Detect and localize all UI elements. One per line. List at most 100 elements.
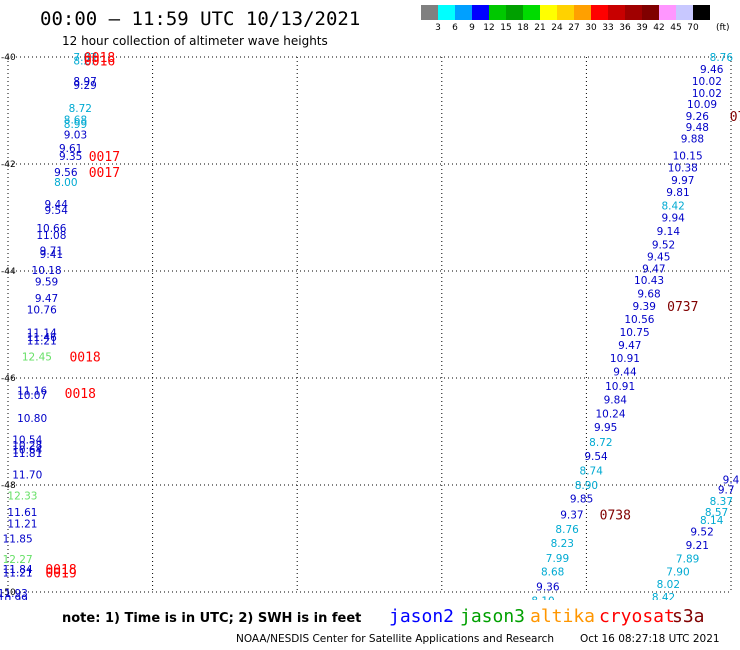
generated-timestamp: Oct 16 08:27:18 UTC 2021 [580,633,720,645]
wave-height-value: 10.15 [673,150,703,162]
wave-height-value: 11.81 [12,448,42,460]
time-label: 0736 [730,110,740,125]
lat-tick-label: -44 [1,267,16,277]
wave-height-value: 8.02 [657,579,680,591]
wave-height-value: 9.68 [637,288,660,300]
wave-height-value: 10.76 [27,305,57,317]
wave-height-value: 11.14 [27,328,57,340]
wave-height-value: 9.61 [59,143,82,155]
legend-jason3: jason3 [460,606,526,627]
wave-height-value: 9.85 [570,493,593,505]
legend-cryosat: cryosat [599,606,675,627]
scale-swatch [659,5,676,20]
scale-label: 39 [636,23,648,33]
wave-height-value: 9.7 [718,484,735,496]
wave-height-value: 9.48 [686,122,709,134]
time-label: 0738 [600,508,631,523]
wave-height-value: 8.42 [661,201,684,213]
wave-height-value: 10.28 [12,440,42,452]
lat-tick-label: -40 [1,53,16,63]
wave-height-value: 8.14 [700,515,724,527]
scale-label: 12 [483,23,495,33]
time-label: 0019 [45,567,76,582]
wave-height-value: 10.43 [634,275,664,287]
scale-swatch [472,5,489,20]
scale-label: 42 [653,23,665,33]
scale-swatch [523,5,540,20]
wave-height-value: 7.90 [666,567,689,579]
wave-height-value: 8.10 [531,596,554,600]
wave-height-value: 9.36 [536,582,560,594]
wave-height-value: 9.52 [690,527,713,539]
wave-height-value: 10.80 [17,413,47,425]
wave-height-value: 9.97 [671,175,694,187]
wave-height-value: 9.84 [604,394,628,406]
wave-height-value: 9.47 [35,293,58,305]
wave-height-value: 10.75 [620,327,650,339]
wave-height-value: 8.00 [54,177,77,189]
scale-label: 45 [670,23,682,33]
wave-height-value: 9.94 [661,213,685,225]
wave-height-value: 9.45 [647,252,670,264]
wave-height-value: 9.47 [642,263,665,275]
wave-height-value: 11.21 [27,336,57,348]
wave-height-value: 11.61 [7,507,37,519]
lat-tick-label: -50 [1,588,16,598]
wave-height-value: 8.72 [69,103,92,115]
wave-height-value: 8.23 [551,538,574,550]
wave-height-value: 8.74 [580,466,604,478]
scale-label: 24 [551,23,563,33]
wave-height-value: 9.03 [64,130,87,142]
wave-height-value: 9.29 [73,80,96,92]
wave-height-value: 9.54 [584,451,608,463]
wave-height-value: 8.37 [710,496,733,508]
wave-height-value: 10.99 [0,593,28,600]
wave-height-value: 8.76 [710,52,734,64]
wave-height-value: 9.39 [633,301,656,313]
wave-height-value: 9.46 [700,64,724,76]
time-label: 0737 [667,300,698,315]
wave-height-value: 10.18 [32,265,62,277]
scale-swatch [591,5,608,20]
credit-text: NOAA/NESDIS Center for Satellite Applica… [236,633,554,645]
page-subtitle: 12 hour collection of altimeter wave hei… [62,34,328,48]
wave-height-value: 10.66 [36,223,66,235]
wave-height-value: 9.26 [686,111,710,123]
wave-height-value: 10.24 [595,408,625,420]
scale-label: 70 [687,23,699,33]
wave-height-value: 9.44 [45,199,69,211]
wave-height-value: 9.37 [560,509,583,521]
scale-label: 9 [469,23,475,33]
wave-height-value: 7.87 [73,52,96,64]
wave-height-value: 10.02 [692,76,722,88]
wave-height-map: 151821242730-40-42-44-46-48-508.277.878.… [0,51,740,600]
lat-tick-label: -42 [1,160,16,170]
wave-height-value: 11.46 [27,332,57,344]
wave-height-value: 9.14 [657,226,681,238]
wave-height-value: 8.76 [555,524,579,536]
footer-note: note: 1) Time is in UTC; 2) SWH is in fe… [62,611,362,626]
scale-label: 15 [500,23,512,33]
wave-height-value: 9.4 [723,475,740,487]
wave-height-value: 9.44 [613,367,637,379]
scale-swatch [421,5,438,20]
scale-label: 3 [435,23,441,33]
scale-label: 18 [517,23,529,33]
wave-height-value: 8.68 [541,567,564,579]
scale-label: 36 [619,23,631,33]
wave-height-value: 8.90 [575,480,598,492]
wave-height-value: 11.21 [7,519,37,531]
time-label: 0017 [89,166,120,181]
wave-height-value: 10.02 [692,88,722,100]
wave-height-value: 10.54 [12,435,42,447]
wave-height-value: 11.93 [0,588,28,600]
wave-height-value: 9.41 [40,249,63,261]
scale-swatch [676,5,693,20]
scale-swatch [455,5,472,20]
wave-height-value: 10.07 [17,390,47,402]
scale-swatch [693,5,710,20]
wave-height-value: 7.89 [676,553,699,565]
legend-altika: altika [530,606,596,627]
wave-height-value: 10.38 [668,163,698,175]
scale-swatch [574,5,591,20]
